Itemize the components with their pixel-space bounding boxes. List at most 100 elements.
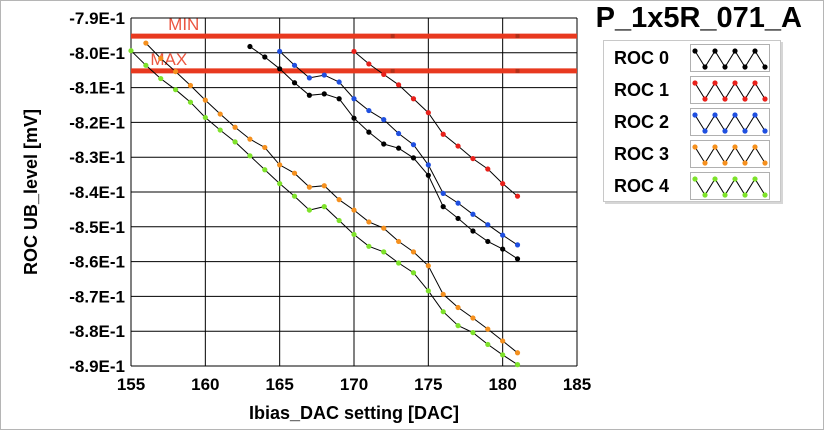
legend-swatch-marker — [702, 96, 708, 102]
legend-swatch-marker — [692, 80, 698, 86]
x-axis-title: Ibias_DAC setting [DAC] — [249, 403, 459, 423]
legend-item-roc2: ROC 2 — [604, 108, 780, 136]
legend-swatch-marker — [742, 192, 748, 198]
data-point-roc0 — [351, 115, 357, 121]
data-point-roc2 — [396, 130, 402, 137]
data-point-roc2 — [336, 79, 342, 85]
legend-swatch-marker — [722, 192, 728, 198]
data-point-roc1 — [514, 193, 521, 199]
y-tick-label: -8.8E-1 — [69, 322, 125, 341]
data-point-roc4 — [306, 207, 312, 213]
legend-label: ROC 4 — [614, 176, 670, 196]
y-tick-label: -8.5E-1 — [69, 218, 125, 237]
data-point-roc1 — [440, 131, 446, 137]
data-point-roc2 — [321, 72, 327, 78]
data-point-roc4 — [410, 270, 417, 276]
data-point-roc4 — [202, 114, 208, 121]
y-tick-label: -8.2E-1 — [69, 113, 125, 132]
data-point-roc2 — [351, 96, 357, 102]
data-point-roc3 — [202, 97, 208, 103]
data-point-roc3 — [217, 111, 223, 117]
series-line-roc1 — [353, 51, 518, 197]
data-point-roc3 — [381, 225, 387, 231]
legend-swatch-line — [694, 82, 766, 100]
data-point-roc3 — [232, 124, 238, 130]
y-axis-title: ROC UB_level [mV] — [21, 109, 41, 275]
data-point-roc1 — [366, 61, 372, 67]
data-point-roc3 — [410, 249, 417, 255]
data-point-roc2 — [440, 190, 446, 196]
legend-item-roc4: ROC 4 — [604, 172, 780, 200]
x-tick-label: 185 — [563, 375, 591, 394]
x-tick-label: 160 — [191, 375, 219, 394]
legend-swatch-marker — [762, 96, 768, 102]
data-point-roc4 — [217, 127, 223, 133]
x-tick-label: 165 — [265, 375, 293, 394]
legend-label: ROC 2 — [614, 112, 670, 132]
data-point-roc3 — [187, 82, 194, 89]
data-point-roc1 — [410, 96, 417, 102]
legend-swatch-marker — [732, 80, 738, 86]
legend-swatch — [690, 140, 770, 168]
legend-swatch-marker — [712, 112, 718, 118]
data-point-roc4 — [470, 329, 476, 336]
legend-swatch-marker — [742, 96, 748, 102]
data-point-roc3 — [173, 68, 179, 75]
threshold-marker — [515, 34, 520, 39]
data-point-roc0 — [396, 145, 402, 151]
legend-swatch-marker — [742, 64, 748, 70]
y-tick-label: -8.4E-1 — [69, 183, 125, 202]
legend-swatch-marker — [762, 192, 768, 198]
data-point-roc4 — [440, 309, 446, 315]
data-point-roc3 — [470, 315, 476, 321]
y-tick-label: -8.9E-1 — [69, 357, 125, 376]
legend-item-roc1: ROC 1 — [604, 76, 780, 104]
data-point-roc0 — [366, 129, 372, 135]
x-tick-label: 155 — [117, 375, 145, 394]
legend-swatch-marker — [702, 128, 708, 134]
data-point-roc4 — [173, 87, 179, 93]
x-tick-label: 180 — [488, 375, 516, 394]
legend-swatch-marker — [732, 144, 738, 150]
data-point-roc1 — [351, 48, 357, 55]
data-point-roc4 — [351, 231, 357, 238]
data-point-roc0 — [470, 228, 476, 234]
x-tick-label: 175 — [414, 375, 442, 394]
legend-swatch-marker — [752, 112, 758, 118]
legend-swatch — [690, 44, 770, 72]
legend-swatch-marker — [712, 176, 718, 182]
legend-swatch-marker — [752, 80, 758, 86]
data-point-roc0 — [455, 215, 461, 222]
data-point-roc0 — [321, 91, 327, 97]
legend-swatch-marker — [692, 176, 698, 182]
data-point-roc0 — [500, 246, 506, 252]
data-point-roc3 — [277, 162, 283, 168]
data-point-roc4 — [232, 139, 238, 145]
data-point-roc3 — [366, 219, 372, 225]
data-point-roc4 — [514, 362, 521, 368]
data-point-roc1 — [381, 71, 387, 77]
legend: ROC 0 ROC 1 ROC 2 ROC 3 ROC 4 — [603, 40, 781, 202]
legend-label: ROC 3 — [614, 144, 670, 164]
data-point-roc3 — [262, 144, 268, 151]
x-tick-label: 170 — [340, 375, 368, 394]
legend-swatch-marker — [692, 48, 698, 54]
data-point-roc2 — [514, 242, 521, 248]
data-point-roc2 — [485, 222, 491, 228]
threshold-label-min: MIN — [168, 15, 199, 34]
legend-swatch-marker — [702, 64, 708, 70]
legend-swatch-marker — [722, 64, 728, 70]
data-point-roc3 — [455, 304, 461, 311]
data-point-roc0 — [440, 204, 446, 210]
data-point-roc3 — [425, 263, 431, 269]
legend-swatch-marker — [762, 128, 768, 134]
data-point-roc4 — [455, 323, 461, 329]
data-point-roc3 — [143, 40, 149, 46]
legend-swatch-marker — [692, 112, 698, 118]
data-point-roc4 — [500, 352, 506, 358]
legend-swatch-marker — [722, 160, 728, 166]
legend-swatch-marker — [742, 128, 748, 134]
data-point-roc2 — [291, 62, 298, 68]
legend-swatch-marker — [762, 160, 768, 166]
legend-swatch-marker — [752, 144, 758, 150]
